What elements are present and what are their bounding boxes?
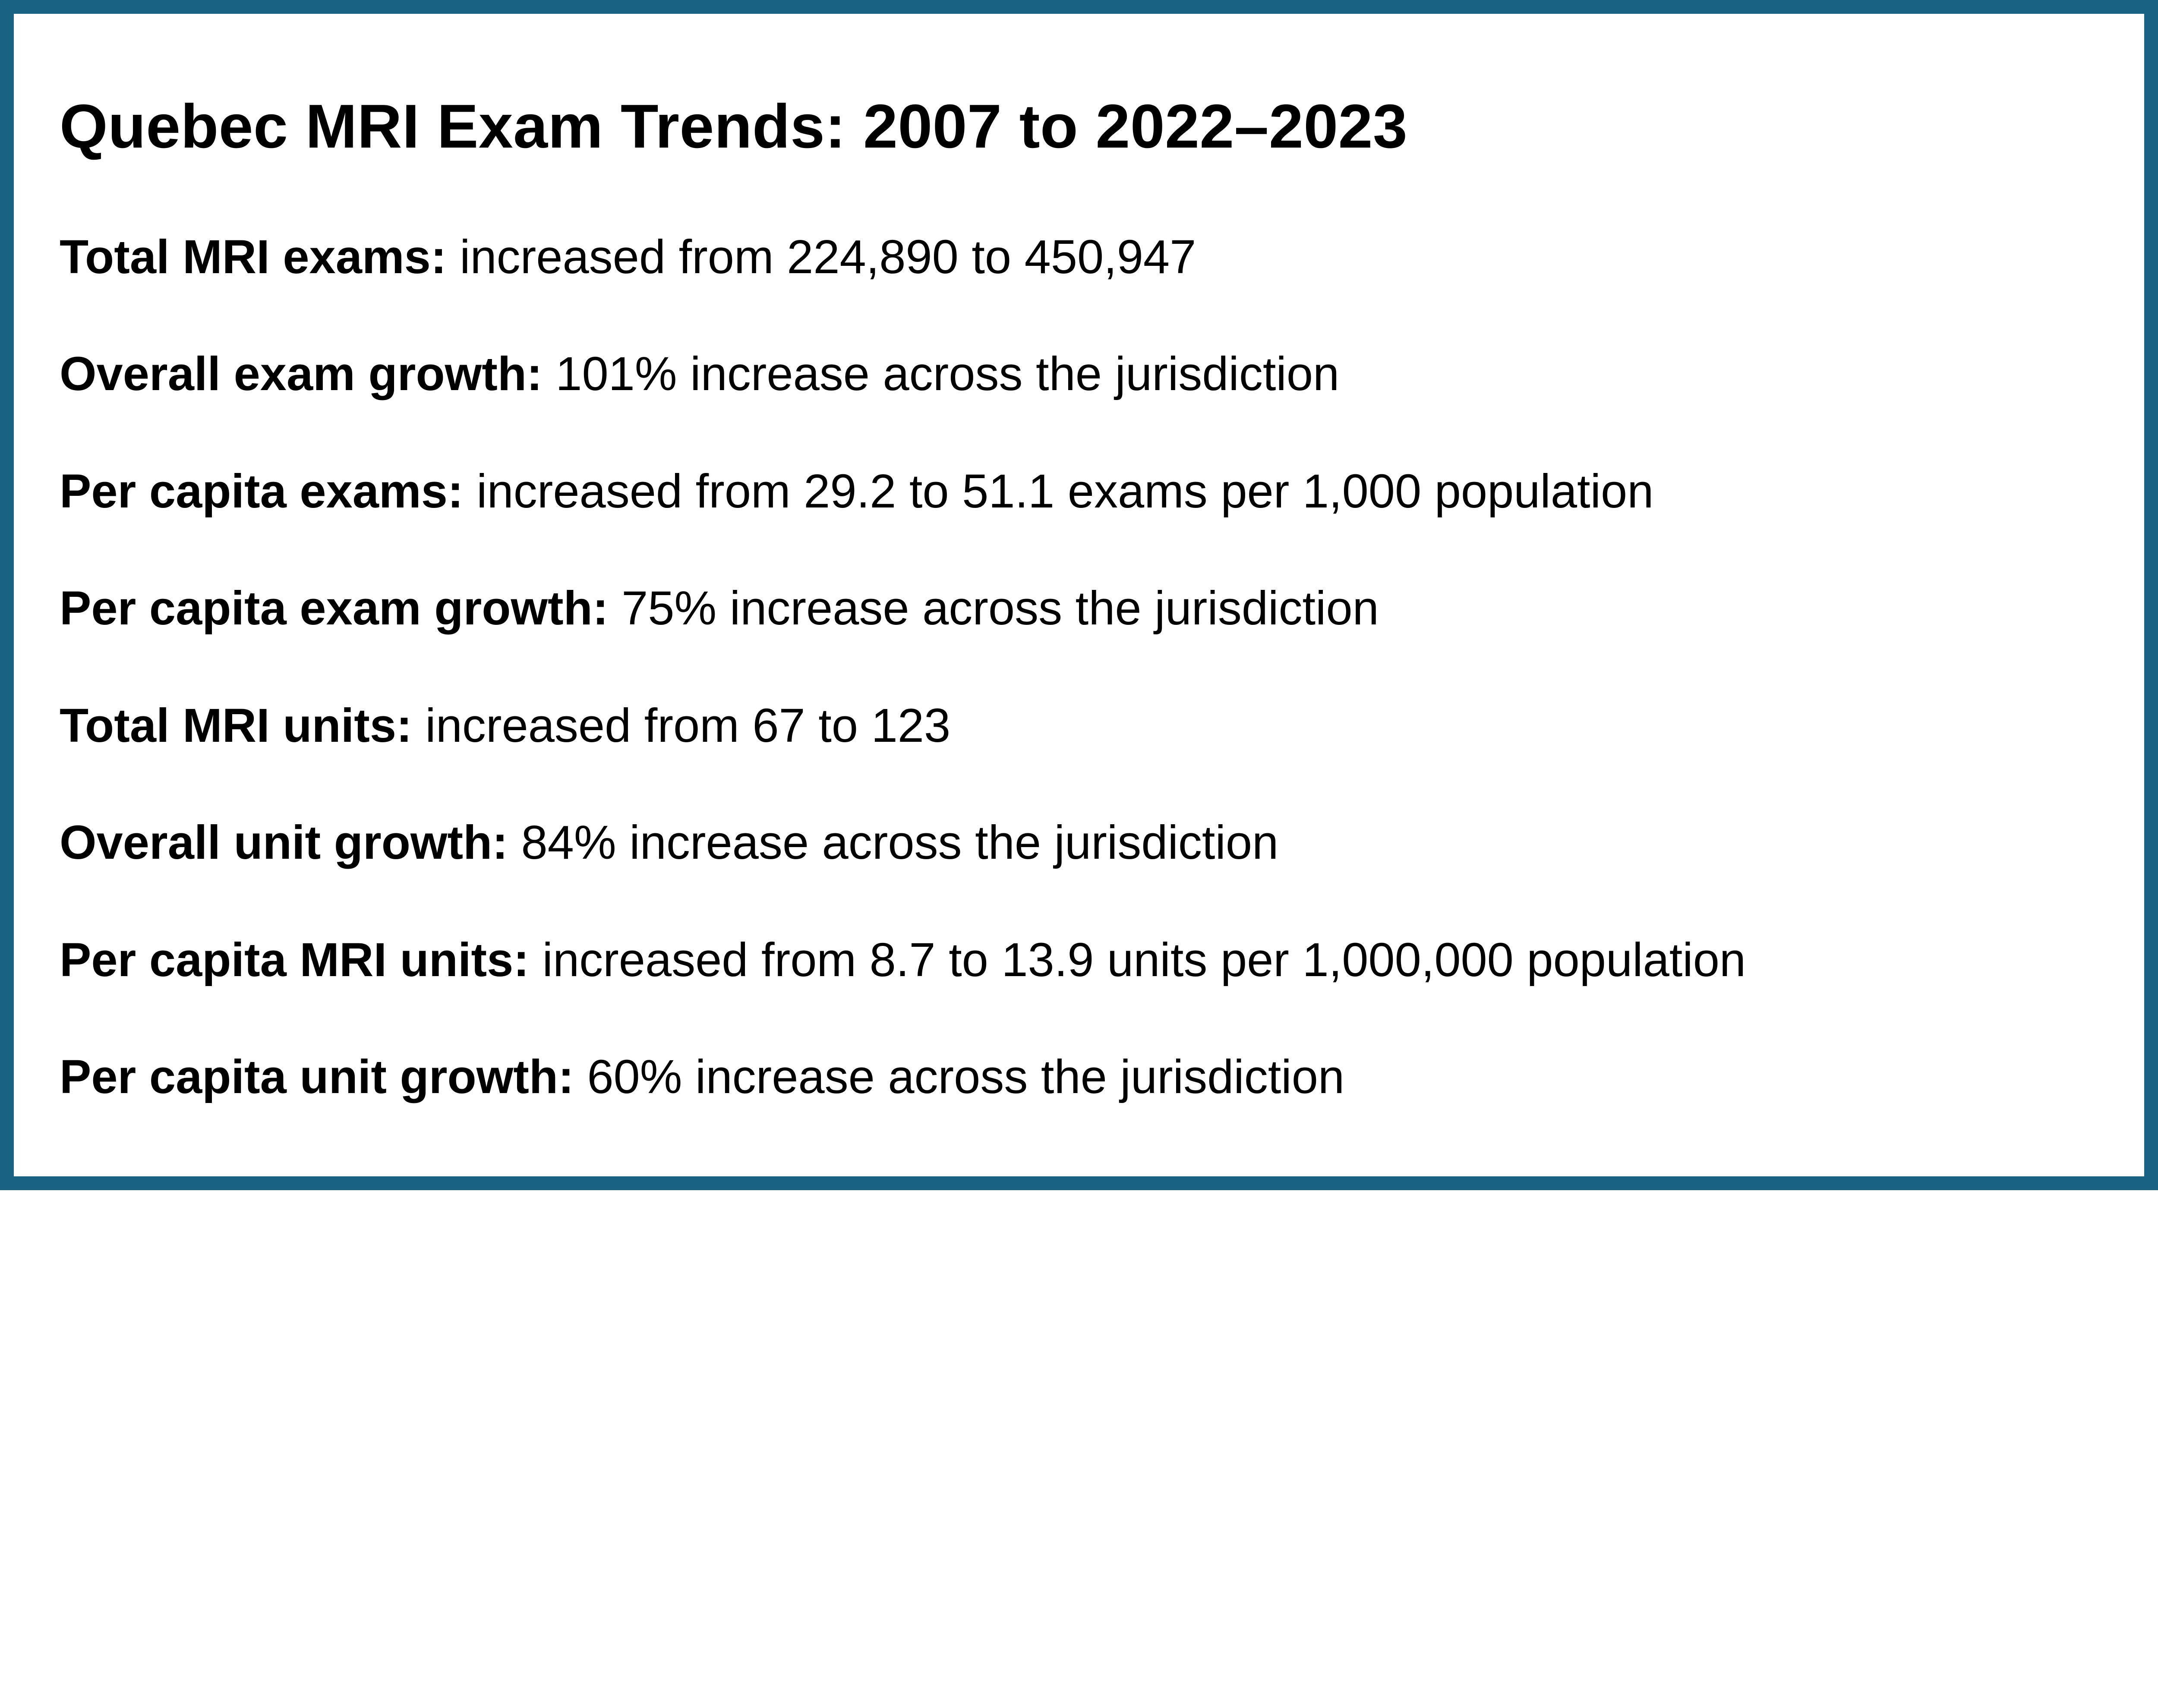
stat-label: Per capita exam growth: <box>60 582 609 635</box>
stat-row-per-capita-units: Per capita MRI units: increased from 8.7… <box>60 932 2101 989</box>
stat-value: 60% increase across the jurisdiction <box>587 1050 1345 1104</box>
stat-value: 84% increase across the jurisdiction <box>521 816 1279 870</box>
stat-label: Per capita MRI units: <box>60 933 529 986</box>
stat-label: Overall exam growth: <box>60 347 543 401</box>
stat-value: increased from 224,890 to 450,947 <box>460 230 1196 284</box>
stats-card: Quebec MRI Exam Trends: 2007 to 2022–202… <box>0 0 2158 1190</box>
stat-value: 75% increase across the jurisdiction <box>622 582 1379 635</box>
stat-row-total-units: Total MRI units: increased from 67 to 12… <box>60 697 2101 754</box>
stat-value: increased from 8.7 to 13.9 units per 1,0… <box>542 933 1746 986</box>
stat-value: increased from 29.2 to 51.1 exams per 1,… <box>476 464 1654 518</box>
stat-label: Total MRI units: <box>60 699 412 752</box>
stat-value: 101% increase across the jurisdiction <box>555 347 1340 401</box>
stat-value: increased from 67 to 123 <box>425 699 951 752</box>
stat-label: Overall unit growth: <box>60 816 508 870</box>
stat-row-exam-growth: Overall exam growth: 101% increase acros… <box>60 346 2101 403</box>
stat-row-per-capita-exams: Per capita exams: increased from 29.2 to… <box>60 463 2101 520</box>
page-title: Quebec MRI Exam Trends: 2007 to 2022–202… <box>60 91 1408 161</box>
stat-label: Per capita unit growth: <box>60 1050 574 1104</box>
stat-row-total-exams: Total MRI exams: increased from 224,890 … <box>60 229 2101 286</box>
stat-label: Total MRI exams: <box>60 230 447 284</box>
stat-row-per-capita-exam-growth: Per capita exam growth: 75% increase acr… <box>60 580 2101 637</box>
stat-row-per-capita-unit-growth: Per capita unit growth: 60% increase acr… <box>60 1049 2101 1106</box>
stat-label: Per capita exams: <box>60 464 464 518</box>
stat-row-unit-growth: Overall unit growth: 84% increase across… <box>60 814 2101 871</box>
